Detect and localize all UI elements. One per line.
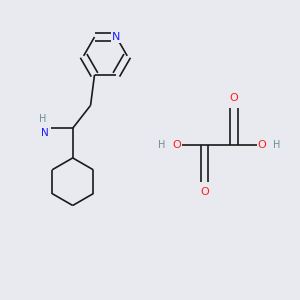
Text: O: O — [258, 140, 266, 150]
Text: N: N — [41, 128, 49, 138]
Text: H: H — [39, 114, 47, 124]
Text: H: H — [158, 140, 166, 150]
Text: N: N — [112, 32, 121, 42]
Text: H: H — [273, 140, 280, 150]
Text: O: O — [200, 187, 209, 196]
Text: O: O — [172, 140, 181, 150]
Text: O: O — [230, 94, 239, 103]
